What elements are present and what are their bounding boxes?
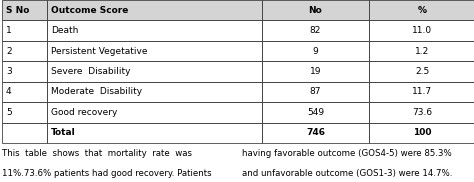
- Bar: [2, 61, 47, 82]
- Text: 100: 100: [413, 128, 432, 137]
- Text: 9: 9: [313, 47, 319, 56]
- Bar: [2, 0, 47, 20]
- Bar: [2, 20, 47, 41]
- Bar: [47, 82, 262, 102]
- Text: Death: Death: [51, 26, 78, 35]
- Text: 11.0: 11.0: [412, 26, 433, 35]
- Bar: [262, 61, 369, 82]
- Text: This  table  shows  that  mortality  rate  was: This table shows that mortality rate was: [2, 149, 192, 158]
- Text: 2.5: 2.5: [415, 67, 429, 76]
- Bar: [369, 0, 474, 20]
- Text: 3: 3: [6, 67, 12, 76]
- Bar: [47, 61, 262, 82]
- Bar: [369, 0, 474, 20]
- Text: No: No: [309, 6, 322, 15]
- Text: Outcome Score: Outcome Score: [51, 6, 128, 15]
- Bar: [47, 122, 262, 143]
- Bar: [47, 0, 262, 20]
- Bar: [47, 20, 262, 41]
- Text: 11%.73.6% patients had good recovery. Patients: 11%.73.6% patients had good recovery. Pa…: [2, 169, 211, 178]
- Bar: [369, 122, 474, 143]
- Bar: [2, 0, 47, 20]
- Text: 1.2: 1.2: [415, 47, 429, 56]
- Text: having favorable outcome (GOS4-5) were 85.3%: having favorable outcome (GOS4-5) were 8…: [242, 149, 452, 158]
- Bar: [262, 82, 369, 102]
- Text: 5: 5: [6, 108, 12, 117]
- Text: Persistent Vegetative: Persistent Vegetative: [51, 47, 147, 56]
- Bar: [2, 61, 47, 82]
- Bar: [2, 122, 47, 143]
- Text: 82: 82: [310, 26, 321, 35]
- Bar: [262, 0, 369, 20]
- Bar: [262, 20, 369, 41]
- Bar: [47, 41, 262, 61]
- Bar: [47, 0, 262, 20]
- Bar: [47, 20, 262, 41]
- Bar: [262, 102, 369, 122]
- Bar: [369, 20, 474, 41]
- Bar: [262, 122, 369, 143]
- Text: 11.7: 11.7: [412, 87, 433, 96]
- Bar: [262, 0, 369, 20]
- Bar: [2, 122, 47, 143]
- Text: %: %: [418, 6, 427, 15]
- Bar: [2, 20, 47, 41]
- Bar: [262, 82, 369, 102]
- Bar: [262, 102, 369, 122]
- Bar: [2, 41, 47, 61]
- Text: 746: 746: [306, 128, 325, 137]
- Text: and unfavorable outcome (GOS1-3) were 14.7%.: and unfavorable outcome (GOS1-3) were 14…: [242, 169, 452, 178]
- Bar: [47, 61, 262, 82]
- Bar: [369, 61, 474, 82]
- Bar: [2, 102, 47, 122]
- Bar: [47, 102, 262, 122]
- Bar: [47, 102, 262, 122]
- Text: S No: S No: [6, 6, 29, 15]
- Text: Moderate  Disability: Moderate Disability: [51, 87, 142, 96]
- Text: 73.6: 73.6: [412, 108, 433, 117]
- Text: 4: 4: [6, 87, 12, 96]
- Bar: [2, 41, 47, 61]
- Bar: [47, 41, 262, 61]
- Bar: [369, 102, 474, 122]
- Bar: [369, 122, 474, 143]
- Bar: [369, 82, 474, 102]
- Bar: [369, 61, 474, 82]
- Text: 1: 1: [6, 26, 12, 35]
- Bar: [2, 82, 47, 102]
- Text: Good recovery: Good recovery: [51, 108, 118, 117]
- Text: 87: 87: [310, 87, 321, 96]
- Bar: [262, 20, 369, 41]
- Bar: [262, 41, 369, 61]
- Text: 549: 549: [307, 108, 324, 117]
- Text: Severe  Disability: Severe Disability: [51, 67, 130, 76]
- Bar: [369, 102, 474, 122]
- Text: 2: 2: [6, 47, 12, 56]
- Bar: [2, 102, 47, 122]
- Bar: [369, 41, 474, 61]
- Bar: [369, 82, 474, 102]
- Bar: [47, 82, 262, 102]
- Bar: [262, 41, 369, 61]
- Text: Total: Total: [51, 128, 76, 137]
- Bar: [262, 61, 369, 82]
- Bar: [262, 122, 369, 143]
- Bar: [2, 82, 47, 102]
- Bar: [369, 41, 474, 61]
- Bar: [47, 122, 262, 143]
- Text: 19: 19: [310, 67, 321, 76]
- Bar: [369, 20, 474, 41]
